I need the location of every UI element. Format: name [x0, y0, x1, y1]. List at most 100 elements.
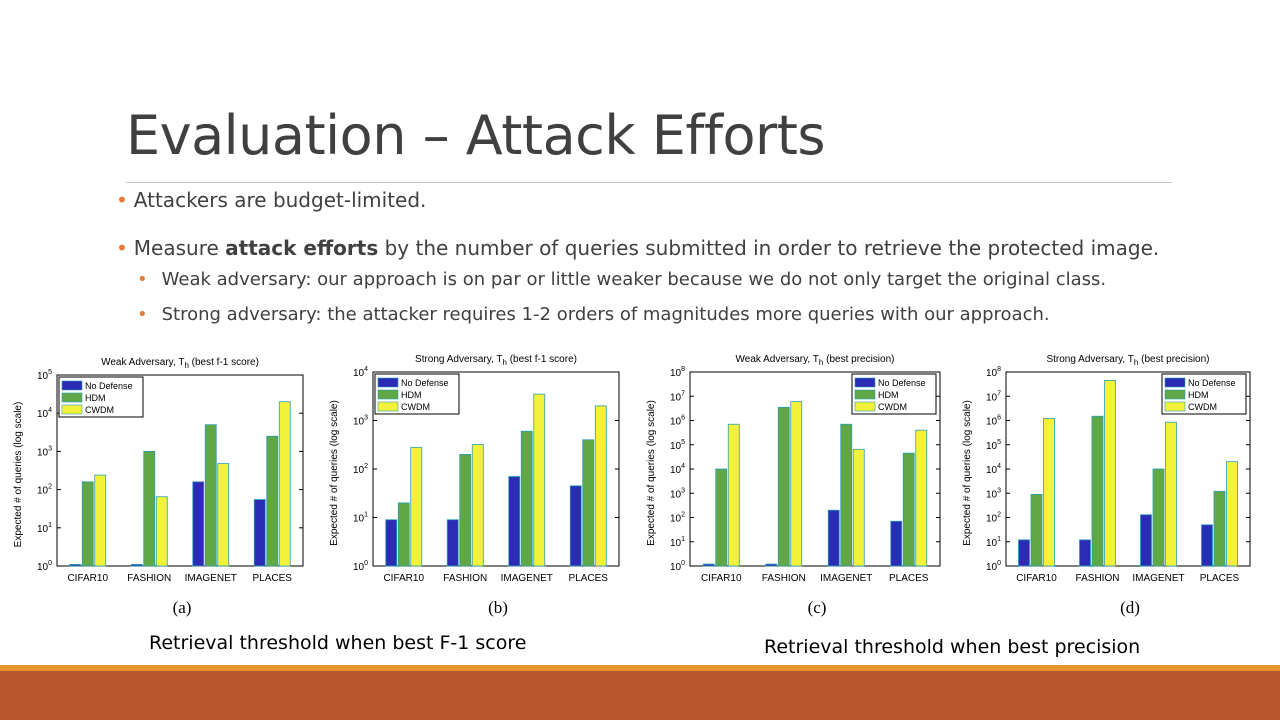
x-tick-label: FASHION — [443, 573, 487, 584]
bar-hdm — [777, 406, 790, 567]
y-tick-label: 106 — [670, 415, 685, 428]
bar-hdm — [520, 430, 533, 567]
legend-label: CWDM — [1188, 402, 1217, 412]
y-tick-label: 105 — [37, 369, 52, 382]
legend-label: HDM — [85, 393, 106, 403]
chart-c: Weak Adversary, Th (best precision) 100 10… — [646, 354, 941, 573]
bar-hdm — [459, 454, 472, 567]
bar-hdm — [143, 451, 156, 567]
footer-bar — [0, 671, 1280, 720]
bar-hdm — [81, 481, 94, 567]
y-tick-label: 100 — [37, 560, 52, 573]
sub-bullet-2-text: Strong adversary: the attacker requires … — [161, 304, 1050, 325]
legend-swatch — [1164, 377, 1186, 388]
chart-a: Weak Adversary, Th (best f-1 score) 100 10… — [13, 357, 304, 573]
y-tick-label: 104 — [986, 463, 1001, 476]
legend-swatch — [1164, 389, 1186, 400]
y-tick-label: 100 — [986, 560, 1001, 573]
y-tick-label: 103 — [670, 487, 685, 500]
sub-bullet-2: • Strong adversary: the attacker requires… — [137, 304, 1050, 325]
bullet-2-post: by the number of queries submitted in or… — [378, 236, 1160, 260]
legend-swatch — [377, 389, 399, 400]
slide-title: Evaluation – Attack Efforts — [126, 104, 826, 167]
bar-no-defense — [446, 519, 459, 567]
legend-label: CWDM — [878, 402, 907, 412]
bar-no-defense — [192, 481, 205, 567]
charts-svg: Weak Adversary, Th (best f-1 score) 100 10… — [13, 354, 1251, 617]
y-tick-label: 107 — [986, 390, 1001, 403]
bar-no-defense — [1201, 524, 1213, 567]
bar-hdm — [1030, 493, 1043, 567]
y-tick-label: 101 — [37, 522, 52, 535]
x-tick-label: CIFAR10 — [701, 573, 742, 584]
bar-no-defense — [1140, 514, 1152, 567]
y-tick-label: 105 — [670, 439, 685, 452]
y-axis-label: Expected # of queries (log scale) — [962, 400, 973, 546]
chart-title: Strong Adversary, Th (best precision) — [1046, 354, 1209, 367]
y-tick-label: 105 — [986, 439, 1001, 452]
bar-cwdm — [790, 401, 803, 567]
x-tick-label: PLACES — [569, 573, 609, 584]
bullet-1-text: Attackers are budget-limited. — [133, 188, 427, 212]
legend-label: HDM — [1188, 390, 1209, 400]
bullet-2: • Measure attack efforts by the number of… — [116, 236, 1159, 260]
legend-label: No Defense — [85, 381, 133, 391]
caption-right: Retrieval threshold when best precision — [764, 636, 1141, 658]
panel-label: (d) — [1120, 598, 1140, 617]
bar-cwdm — [471, 444, 484, 567]
charts-area: Weak Adversary, Th (best f-1 score) 100 10… — [0, 342, 1280, 632]
bar-no-defense — [765, 563, 778, 567]
y-tick-label: 106 — [986, 415, 1001, 428]
bar-cwdm — [1165, 421, 1177, 567]
x-tick-label: PLACES — [889, 573, 929, 584]
plot-frame — [56, 374, 304, 567]
panel-label: (b) — [488, 598, 508, 617]
x-tick-label: FASHION — [762, 573, 806, 584]
bar-cwdm — [278, 401, 291, 567]
legend-swatch — [61, 392, 83, 403]
x-tick-label: PLACES — [1200, 573, 1240, 584]
title-divider — [126, 182, 1172, 183]
y-tick-label: 101 — [670, 536, 685, 549]
legend-label: No Defense — [1188, 378, 1236, 388]
x-tick-label: IMAGENET — [501, 573, 553, 584]
caption-left: Retrieval threshold when best F-1 score — [149, 632, 527, 654]
bar-hdm — [204, 424, 217, 567]
bar-hdm — [715, 468, 728, 567]
bar-hdm — [1152, 468, 1165, 567]
legend-swatch — [377, 377, 399, 388]
bullet-dot: • — [116, 236, 128, 260]
legend-swatch — [1164, 401, 1186, 412]
bullet-dot: • — [137, 304, 148, 325]
y-tick-label: 102 — [353, 463, 368, 476]
y-tick-label: 104 — [670, 463, 685, 476]
legend-swatch — [377, 401, 399, 412]
x-tick-label: IMAGENET — [1132, 573, 1184, 584]
sub-bullet-1-text: Weak adversary: our approach is on par o… — [161, 269, 1107, 290]
x-tick-label: CIFAR10 — [383, 573, 424, 584]
bar-no-defense — [827, 509, 840, 567]
x-tick-label: FASHION — [1076, 573, 1120, 584]
legend-label: No Defense — [878, 378, 926, 388]
x-tick-label: PLACES — [253, 573, 293, 584]
x-tick-label: CIFAR10 — [67, 573, 108, 584]
y-tick-label: 108 — [670, 366, 685, 379]
panel-label: (a) — [173, 598, 192, 617]
bar-no-defense — [508, 476, 521, 567]
bullet-2-pre: Measure — [133, 236, 226, 260]
bar-no-defense — [69, 564, 82, 567]
legend-label: No Defense — [401, 378, 449, 388]
bar-cwdm — [94, 474, 107, 567]
y-tick-label: 101 — [353, 512, 368, 525]
panel-label: (c) — [808, 598, 827, 617]
bar-hdm — [582, 439, 595, 567]
footer-accent-line — [0, 665, 1280, 671]
y-tick-label: 104 — [353, 366, 368, 379]
bar-cwdm — [1043, 418, 1055, 567]
legend-swatch — [854, 377, 876, 388]
bar-no-defense — [1018, 539, 1030, 567]
legend-swatch — [61, 404, 83, 415]
bar-no-defense — [1079, 539, 1091, 567]
bullet-1: • Attackers are budget-limited. — [116, 188, 426, 212]
bullet-2-bold: attack efforts — [225, 236, 379, 260]
